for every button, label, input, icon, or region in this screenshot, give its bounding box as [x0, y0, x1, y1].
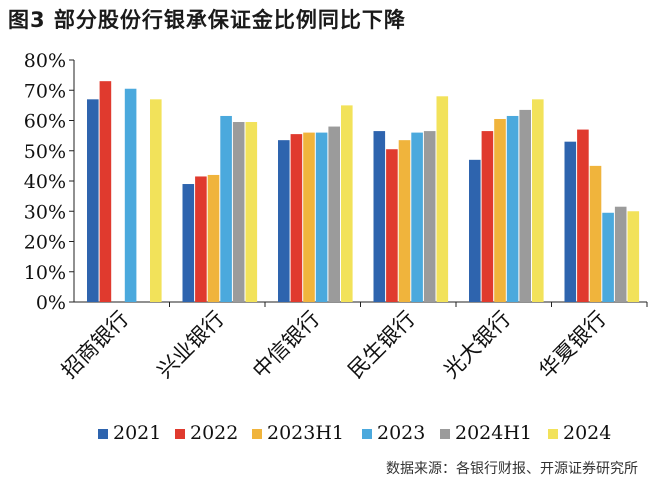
bar-2024-3 — [436, 96, 449, 302]
bar-2024H1-1 — [232, 122, 245, 302]
x-category-label: 民生银行 — [343, 307, 419, 383]
bar-2024-1 — [245, 122, 258, 302]
legend-swatch-2021 — [98, 429, 108, 439]
y-tick-label: 50% — [24, 141, 66, 163]
bar-2023-5 — [602, 212, 614, 302]
bar-2024H1-2 — [328, 126, 340, 302]
y-tick-label: 70% — [24, 80, 66, 102]
bar-2024-4 — [532, 99, 544, 302]
y-tick-label: 40% — [24, 171, 66, 193]
bar-2024H1-3 — [423, 131, 436, 302]
x-category-label: 中信银行 — [248, 307, 324, 383]
bar-2023-3 — [411, 132, 423, 302]
y-tick-label: 60% — [24, 111, 66, 133]
bar-2022-1 — [195, 176, 207, 302]
bar-2021-0 — [87, 99, 99, 302]
bar-2023H1-4 — [494, 118, 506, 302]
bar-2023-1 — [220, 115, 232, 303]
bar-2021-5 — [564, 141, 577, 302]
bar-2022-4 — [481, 131, 494, 302]
legend-swatch-2022 — [175, 429, 185, 439]
bar-2022-2 — [290, 134, 303, 302]
y-tick-label: 10% — [24, 262, 66, 284]
bar-2024-2 — [341, 105, 353, 302]
bar-2022-5 — [577, 129, 589, 302]
bar-2023-4 — [506, 115, 519, 303]
bar-2023-0 — [124, 88, 137, 302]
bar-2023H1-2 — [303, 132, 315, 302]
y-tick-label: 0% — [36, 292, 66, 314]
y-tick-label: 20% — [24, 232, 66, 254]
legend-label: 2024 — [563, 422, 611, 444]
legend-swatch-2023 — [362, 429, 372, 439]
bar-2022-3 — [386, 149, 398, 302]
y-tick-label: 30% — [24, 201, 66, 223]
bar-2023-2 — [315, 132, 328, 302]
legend-label: 2021 — [113, 422, 161, 444]
bar-2023H1-5 — [589, 165, 602, 302]
legend-label: 2024H1 — [455, 422, 532, 444]
legend-label: 2023H1 — [267, 422, 344, 444]
bar-2021-2 — [278, 140, 290, 302]
bar-2021-1 — [182, 184, 195, 302]
bar-2024-5 — [627, 211, 640, 302]
legend-swatch-2024H1 — [440, 429, 450, 439]
legend-swatch-2023H1 — [252, 429, 262, 439]
x-category-label: 兴业银行 — [152, 307, 228, 383]
x-category-label: 华夏银行 — [534, 307, 610, 383]
y-tick-label: 80% — [24, 50, 66, 72]
legend-label: 2023 — [377, 422, 425, 444]
legend-swatch-2024 — [548, 429, 558, 439]
legend-label: 2022 — [190, 422, 238, 444]
x-category-label: 招商银行 — [57, 307, 133, 383]
bar-2022-0 — [99, 81, 112, 302]
bar-2023H1-3 — [398, 140, 411, 302]
bar-2024H1-5 — [614, 206, 627, 302]
chart-title: 图3 部分股份行银承保证金比例同比下降 — [8, 8, 406, 32]
data-source-note: 数据来源：各银行财报、开源证券研究所 — [386, 461, 638, 477]
bar-2021-4 — [469, 159, 481, 302]
bar-2024-0 — [150, 99, 162, 302]
bar-2024H1-4 — [519, 109, 531, 302]
bar-2023H1-1 — [207, 174, 220, 302]
bar-2021-3 — [373, 131, 386, 302]
x-category-label: 光大银行 — [439, 307, 515, 383]
